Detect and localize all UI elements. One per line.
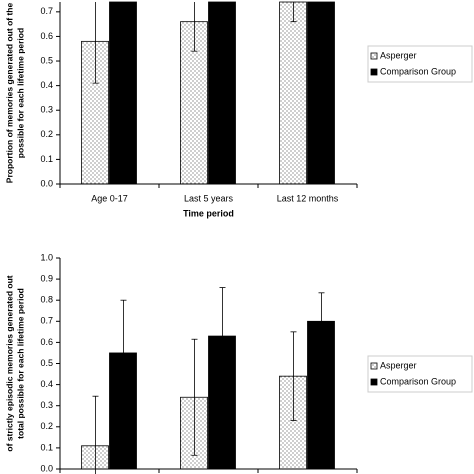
plot-area <box>81 1 335 185</box>
bar <box>81 40 109 185</box>
y-axis-label: possible for each lifetime period <box>15 28 25 158</box>
legend-label: Comparison Group <box>380 66 456 76</box>
bar <box>279 1 307 185</box>
y-tick-label: 0.0 <box>40 178 53 188</box>
x-tick-label: Age 0-17 <box>91 193 128 203</box>
bar <box>208 335 236 470</box>
legend-swatch <box>370 68 378 76</box>
bar <box>109 352 137 470</box>
y-tick-label: 0.2 <box>40 129 53 139</box>
y-tick-label: 0.4 <box>40 379 53 389</box>
legend-label: Asperger <box>380 50 417 60</box>
y-tick-label: 0.3 <box>40 400 53 410</box>
legend-label: Asperger <box>380 360 417 370</box>
y-axis-label: Proportion of memories generated out of … <box>4 3 14 184</box>
y-tick-label: 0.9 <box>40 273 53 283</box>
y-tick-label: 0.1 <box>40 154 53 164</box>
x-tick-label: Last 5 years <box>184 193 234 203</box>
y-tick-label: 0.1 <box>40 442 53 452</box>
y-tick-label: 0.6 <box>40 337 53 347</box>
y-tick-label: 0.7 <box>40 316 53 326</box>
y-axis-label: of strictly episodic memories generated … <box>4 275 14 451</box>
y-tick-label: 0.7 <box>40 6 53 16</box>
bar <box>307 320 335 470</box>
y-tick-label: 0.3 <box>40 105 53 115</box>
bar <box>180 21 208 185</box>
bar <box>307 1 335 185</box>
y-tick-label: 1.0 <box>40 252 53 262</box>
legend-box <box>367 355 473 393</box>
bar <box>180 396 208 470</box>
plot-area <box>81 287 335 474</box>
y-tick-label: 0.5 <box>40 55 53 65</box>
y-tick-label: 0.5 <box>40 358 53 368</box>
y-tick-label: 0.2 <box>40 421 53 431</box>
legend-box <box>367 45 473 83</box>
y-tick-label: 0.8 <box>40 295 53 305</box>
x-tick-label: Last 12 months <box>277 193 339 203</box>
y-tick-label: 0.6 <box>40 31 53 41</box>
x-axis-label: Time period <box>183 208 234 218</box>
bar <box>81 445 109 470</box>
y-tick-label: 0.0 <box>40 463 53 473</box>
y-tick-label: 0.4 <box>40 80 53 90</box>
bar <box>208 1 236 185</box>
legend-swatch <box>370 362 378 370</box>
y-axis-label: total possible for each lifetime period <box>15 288 25 439</box>
bar <box>109 1 137 185</box>
legend-swatch <box>370 378 378 386</box>
legend-label: Comparison Group <box>380 376 456 386</box>
legend-swatch <box>370 52 378 60</box>
bar <box>279 375 307 470</box>
